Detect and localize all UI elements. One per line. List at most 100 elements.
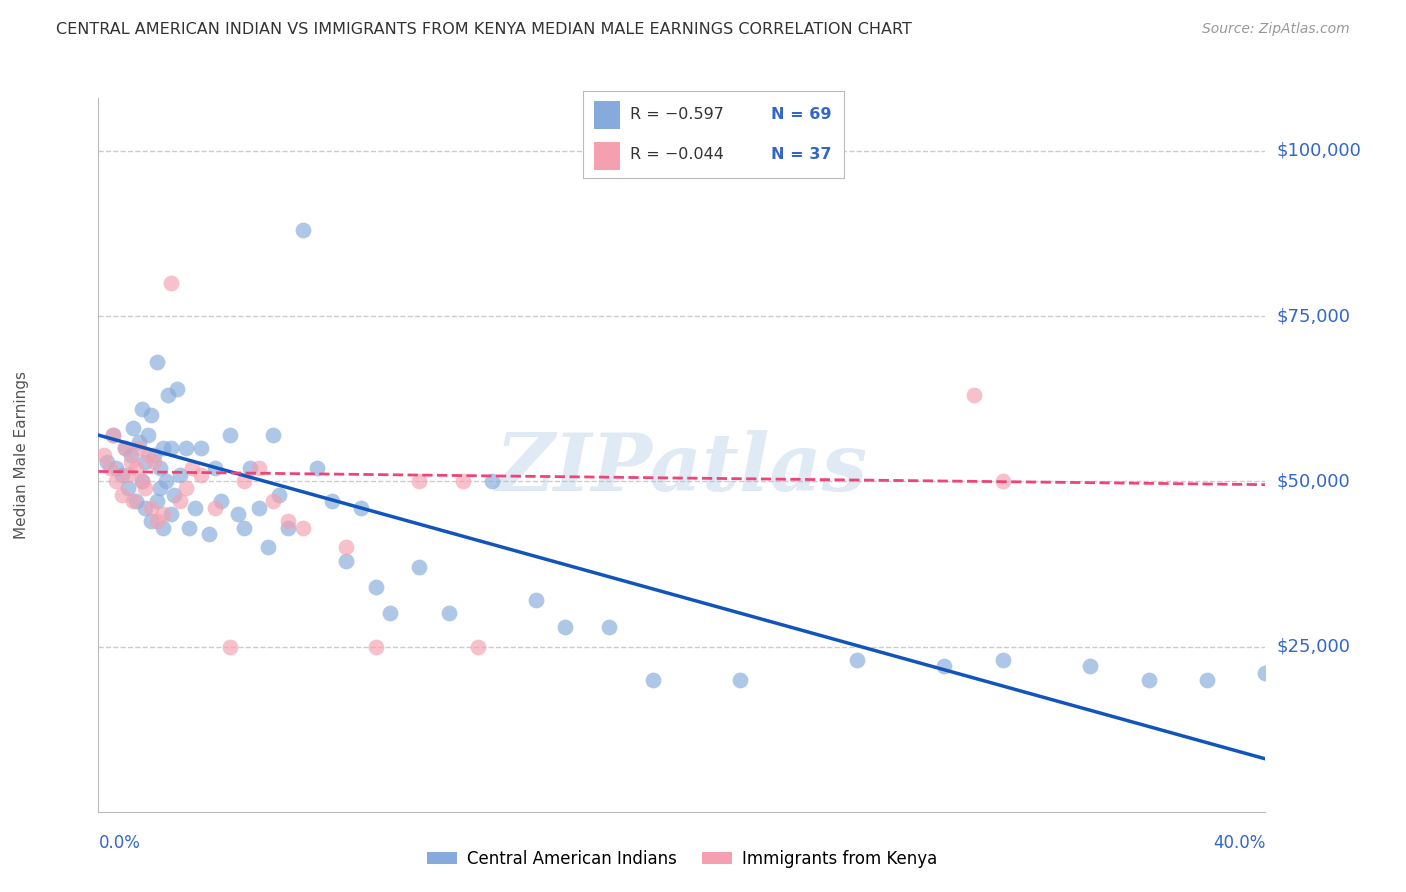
Point: [93, 448, 115, 462]
Point: [277, 520, 299, 534]
Text: ZIPatlas: ZIPatlas: [496, 431, 868, 508]
Point: [991, 475, 1014, 489]
Point: [155, 475, 177, 489]
Text: $25,000: $25,000: [1277, 638, 1351, 656]
Text: N = 69: N = 69: [770, 107, 831, 122]
Text: Source: ZipAtlas.com: Source: ZipAtlas.com: [1202, 22, 1350, 37]
Point: [131, 475, 153, 489]
Point: [111, 487, 134, 501]
Point: [169, 467, 191, 482]
Point: [598, 620, 620, 634]
Point: [1254, 665, 1277, 680]
Text: R = −0.597: R = −0.597: [630, 107, 724, 122]
Point: [262, 494, 284, 508]
Point: [198, 527, 221, 541]
Point: [104, 475, 127, 489]
Point: [136, 448, 159, 462]
Point: [114, 442, 136, 456]
Point: [131, 475, 153, 489]
Point: [218, 640, 240, 654]
Point: [335, 554, 357, 568]
Point: [1080, 659, 1102, 673]
Point: [239, 461, 262, 475]
Point: [262, 428, 284, 442]
Point: [166, 382, 188, 396]
Point: [437, 607, 460, 621]
Point: [114, 442, 136, 456]
Point: [991, 653, 1014, 667]
Point: [934, 659, 956, 673]
Point: [160, 276, 183, 290]
Point: [204, 500, 226, 515]
Point: [120, 454, 142, 468]
Point: [641, 673, 664, 687]
Point: [136, 428, 159, 442]
Point: [142, 448, 165, 462]
Point: [131, 401, 153, 416]
Point: [378, 607, 402, 621]
Point: [139, 514, 162, 528]
Text: 40.0%: 40.0%: [1213, 834, 1265, 852]
Point: [128, 434, 150, 449]
Point: [146, 494, 169, 508]
Point: [209, 494, 232, 508]
Point: [190, 467, 212, 482]
Point: [101, 428, 124, 442]
Point: [163, 487, 186, 501]
Point: [233, 520, 256, 534]
Point: [247, 500, 270, 515]
Point: [174, 481, 197, 495]
Point: [256, 541, 278, 555]
Point: [350, 500, 373, 515]
Point: [408, 475, 430, 489]
Point: [160, 442, 183, 456]
Point: [277, 514, 299, 528]
Point: [125, 494, 148, 508]
Point: [467, 640, 489, 654]
Point: [122, 494, 145, 508]
Point: [139, 409, 162, 423]
Point: [1137, 673, 1160, 687]
Point: [1195, 673, 1218, 687]
Point: [183, 500, 205, 515]
Point: [152, 508, 174, 522]
Point: [962, 388, 984, 402]
Bar: [593, 101, 620, 128]
Point: [307, 461, 329, 475]
Text: $50,000: $50,000: [1277, 473, 1350, 491]
Point: [728, 673, 751, 687]
Point: [120, 448, 142, 462]
Point: [524, 593, 547, 607]
Point: [142, 454, 165, 468]
Point: [247, 461, 270, 475]
Point: [335, 541, 357, 555]
Point: [152, 520, 174, 534]
Point: [149, 461, 172, 475]
Point: [111, 467, 134, 482]
Point: [134, 481, 156, 495]
Point: [364, 580, 387, 594]
Point: [152, 442, 174, 456]
Point: [146, 355, 169, 369]
Text: 0.0%: 0.0%: [98, 834, 141, 852]
Point: [125, 461, 148, 475]
Point: [160, 508, 183, 522]
Point: [122, 421, 145, 435]
Point: [139, 500, 162, 515]
Point: [291, 223, 314, 237]
Point: [101, 428, 124, 442]
Point: [177, 520, 200, 534]
Text: R = −0.044: R = −0.044: [630, 147, 724, 162]
Point: [554, 620, 576, 634]
Bar: [593, 142, 620, 169]
Point: [218, 428, 240, 442]
Point: [96, 454, 118, 468]
Text: $75,000: $75,000: [1277, 307, 1351, 326]
Text: Median Male Earnings: Median Male Earnings: [14, 371, 28, 539]
Point: [169, 494, 191, 508]
Point: [128, 442, 150, 456]
Point: [233, 475, 256, 489]
Text: $100,000: $100,000: [1277, 142, 1361, 160]
Point: [190, 442, 212, 456]
Text: CENTRAL AMERICAN INDIAN VS IMMIGRANTS FROM KENYA MEDIAN MALE EARNINGS CORRELATIO: CENTRAL AMERICAN INDIAN VS IMMIGRANTS FR…: [56, 22, 912, 37]
